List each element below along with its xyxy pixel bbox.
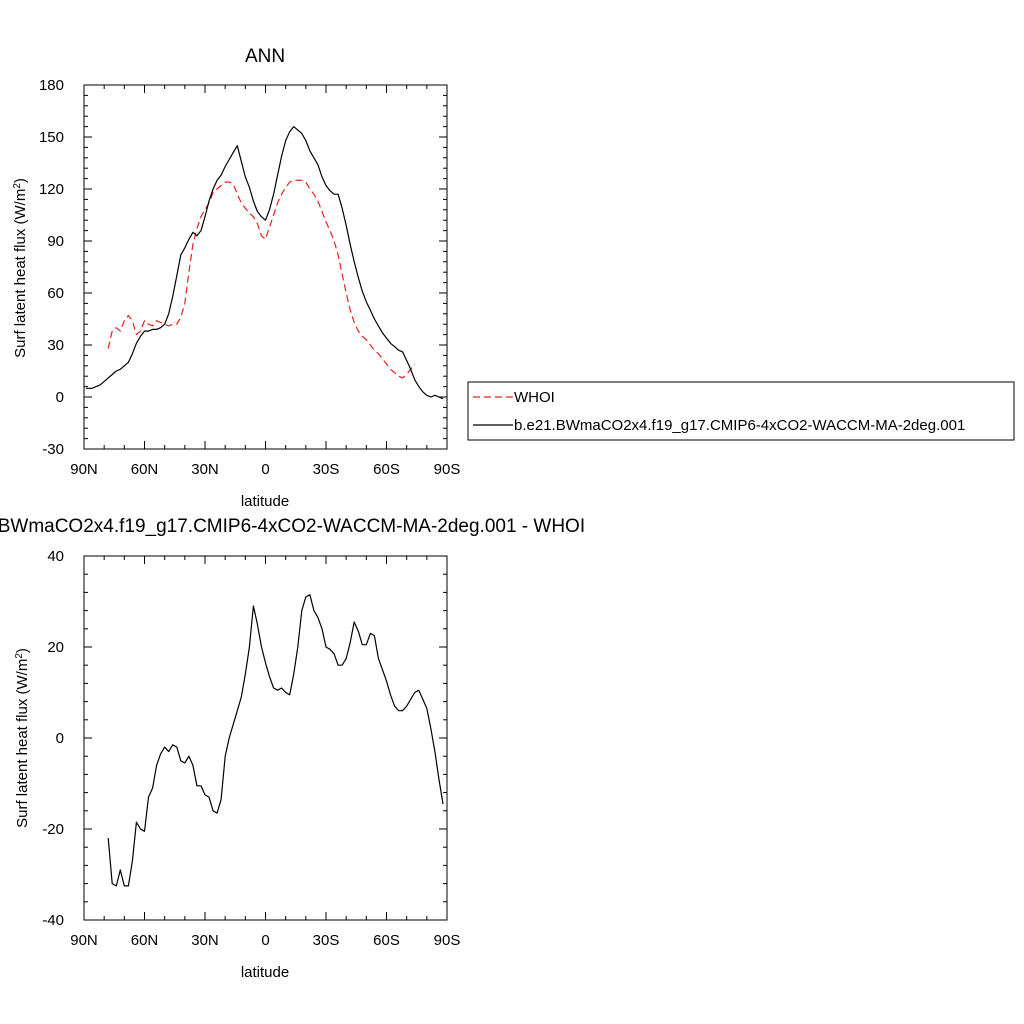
x-tick-label: 30N bbox=[191, 932, 219, 949]
x-axis-title: latitude bbox=[241, 493, 289, 510]
x-tick-label: 60N bbox=[131, 932, 159, 949]
series-line-1 bbox=[86, 126, 444, 400]
x-tick-label: 30S bbox=[313, 932, 340, 949]
x-tick-label: 60S bbox=[373, 461, 400, 478]
y-tick-label: 30 bbox=[47, 337, 64, 354]
plot-area: 90N 60N 30N 0 30S 60S 90S -40 -20 0 20 40 bbox=[42, 548, 460, 949]
y-tick-label: -30 bbox=[42, 441, 64, 458]
y-tick-label: 180 bbox=[39, 77, 64, 94]
y-axis-title: Surf latent heat flux (W/m2) bbox=[14, 648, 32, 828]
x-tick-label: 30S bbox=[313, 461, 340, 478]
bottom-panel-difference: b.e21.BWmaCO2x4.f19_g17.CMIP6-4xCO2-WACC… bbox=[0, 516, 585, 981]
y-axis-title-text: Surf latent heat flux (W/m bbox=[14, 659, 31, 828]
x-tick-label: 60N bbox=[131, 461, 159, 478]
y-tick-label: 120 bbox=[39, 181, 64, 198]
x-tick-label: 60S bbox=[373, 932, 400, 949]
y-axis-title-text: Surf latent heat flux (W/m bbox=[12, 189, 29, 358]
legend-label-whoi: WHOI bbox=[514, 389, 555, 406]
y-tick-label: 90 bbox=[47, 233, 64, 250]
plot-title: ANN bbox=[245, 46, 285, 67]
superscript-two: 2 bbox=[12, 183, 23, 189]
top-panel-ann: ANN latitude Surf latent heat flux (W/m2… bbox=[12, 46, 461, 510]
series-line-0 bbox=[107, 594, 444, 887]
series-line-0 bbox=[107, 179, 416, 379]
legend-box bbox=[467, 381, 1015, 441]
y-tick-label: 60 bbox=[47, 285, 64, 302]
x-axis-title: latitude bbox=[241, 964, 289, 981]
x-tick-label: 90N bbox=[70, 461, 98, 478]
plot-frame bbox=[83, 84, 448, 450]
y-tick-label: -20 bbox=[42, 821, 64, 838]
y-tick-label: 20 bbox=[47, 639, 64, 656]
plot-title: b.e21.BWmaCO2x4.f19_g17.CMIP6-4xCO2-WACC… bbox=[0, 516, 585, 537]
y-tick-label: 150 bbox=[39, 129, 64, 146]
plot-area: 90N 60N 30N 0 30S 60S 90S -30 0 30 60 90 120 150 180 bbox=[39, 77, 460, 478]
y-tick-label: 0 bbox=[56, 730, 64, 747]
x-tick-label: 90N bbox=[70, 932, 98, 949]
y-tick-label: 0 bbox=[56, 389, 64, 406]
superscript-two: 2 bbox=[14, 653, 25, 659]
legend-label-model: b.e21.BWmaCO2x4.f19_g17.CMIP6-4xCO2-WACC… bbox=[514, 417, 965, 434]
y-axis-title-tail: ) bbox=[14, 648, 31, 653]
y-axis-title-tail: ) bbox=[12, 178, 29, 183]
y-tick-label: 40 bbox=[47, 548, 64, 565]
x-tick-label: 0 bbox=[261, 461, 269, 478]
x-tick-label: 0 bbox=[261, 932, 269, 949]
y-axis-title: Surf latent heat flux (W/m2) bbox=[12, 178, 30, 358]
plot-frame bbox=[83, 555, 448, 921]
x-tick-label: 90S bbox=[434, 932, 461, 949]
x-tick-label: 90S bbox=[434, 461, 461, 478]
y-tick-label: -40 bbox=[42, 912, 64, 929]
legend: WHOI b.e21.BWmaCO2x4.f19_g17.CMIP6-4xCO2… bbox=[467, 381, 1015, 441]
x-tick-label: 30N bbox=[191, 461, 219, 478]
